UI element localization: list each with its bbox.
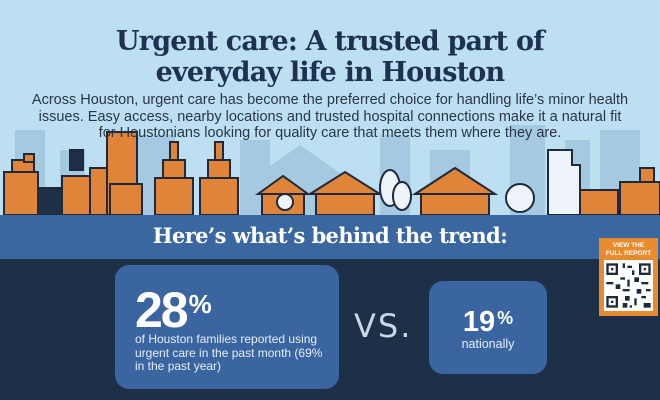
intro-paragraph: Across Houston, urgent care has become t… (31, 92, 629, 141)
national-stat-description: nationally (461, 337, 515, 351)
page-title: Urgent care: A trusted part of everyday … (116, 26, 545, 88)
full-report-qr-badge[interactable]: VIEW THE FULL REPORT (599, 238, 658, 316)
houston-stat-description: of Houston families reported using urgen… (135, 332, 323, 373)
national-stat-card: 19% nationally (429, 281, 547, 374)
national-stat-value: 19% (462, 306, 514, 338)
qr-label: VIEW THE FULL REPORT (605, 242, 652, 257)
houston-stat-card: 28% of Houston families reported using u… (115, 265, 339, 389)
houston-stat-value: 28% (135, 282, 212, 338)
houston-skyline-illustration (3, 125, 660, 215)
stats-section: 28% of Houston families reported using u… (0, 259, 660, 400)
section-banner: Here’s what’s behind the trend: (0, 215, 660, 259)
section-heading: Here’s what’s behind the trend: (152, 223, 508, 248)
header-section: Urgent care: A trusted part of everyday … (3, 26, 660, 215)
qr-code-icon[interactable] (604, 260, 653, 311)
versus-label: VS. (354, 307, 413, 345)
